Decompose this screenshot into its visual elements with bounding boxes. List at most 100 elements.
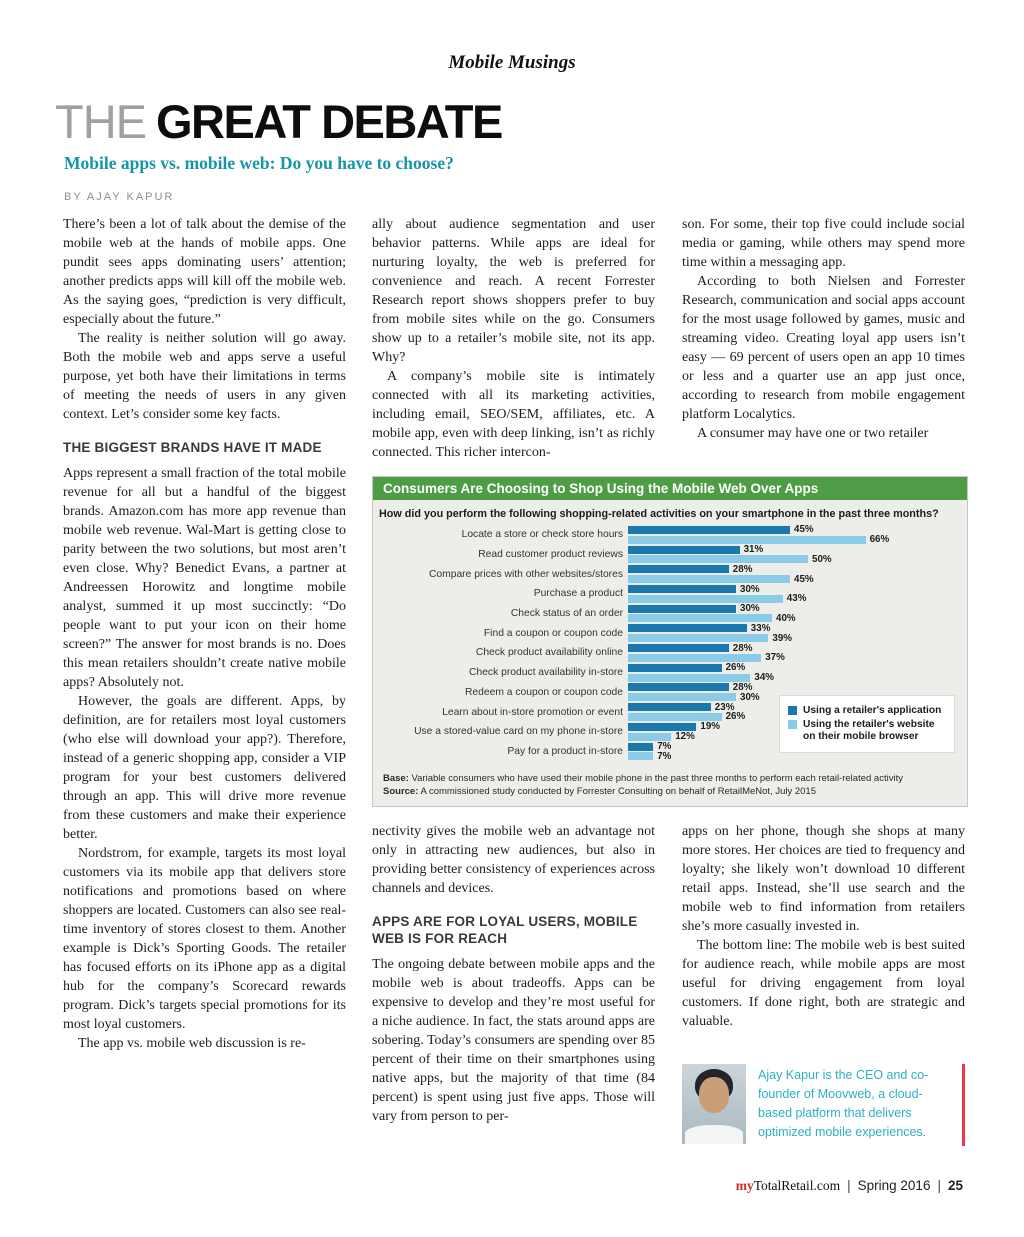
headline: THE GREAT DEBATE <box>55 95 503 148</box>
body-paragraph: The reality is neither solution will go … <box>63 331 346 422</box>
body-paragraph: There’s been a lot of talk about the dem… <box>63 217 346 327</box>
chart-bar-line: 30% <box>628 691 959 703</box>
chart-row: Check product availability in-store 26% 34… <box>379 662 959 683</box>
chart-bar-web <box>628 555 808 564</box>
photo-face <box>699 1077 729 1113</box>
chart-value-label: 30% <box>740 691 760 703</box>
author-bio: Ajay Kapur is the CEO and co-founder of … <box>682 1064 965 1146</box>
chart-value-label: 28% <box>732 563 753 575</box>
chart-category-label: Check product availability online <box>475 647 623 659</box>
headline-great-debate: GREAT DEBATE <box>156 95 503 148</box>
chart-category-label: Pay for a product in-store <box>507 745 623 757</box>
section-heading: THE BIGGEST BRANDS HAVE IT MADE <box>63 440 322 455</box>
chart-value-label: 39% <box>772 632 792 644</box>
chart-category-label: Locate a store or check store hours <box>461 529 623 541</box>
chart-value-label: 12% <box>675 731 695 743</box>
body-paragraph: The ongoing debate between mobile apps a… <box>372 957 655 1124</box>
chart-bar-line: 30% <box>628 603 959 614</box>
column-2-top: ally about audience segmentation and use… <box>372 215 655 465</box>
author-photo <box>682 1064 746 1144</box>
chart-bar-app <box>628 742 654 751</box>
body-paragraph: However, the goals are different. Apps, … <box>63 694 346 842</box>
chart-value-label: 45% <box>794 524 814 536</box>
body-paragraph: apps on her phone, though she shops at m… <box>682 824 965 934</box>
body-paragraph: The app vs. mobile web discussion is re- <box>78 1036 306 1051</box>
body-paragraph: The bottom line: The mobile web is best … <box>682 938 965 1029</box>
footer-brand-my: my <box>735 1178 754 1193</box>
chart-value-label: 7% <box>657 750 672 762</box>
chart-bar-app <box>628 624 747 633</box>
chart-bar-web <box>628 712 722 721</box>
body-paragraph: A consumer may have one or two retailer <box>697 426 929 441</box>
chart-category-label: Use a stored-value card on my phone in-s… <box>414 726 623 738</box>
source-label: Source: <box>383 785 419 797</box>
chart-bar-group: 28% 37% <box>628 643 959 663</box>
chart-value-label: 23% <box>714 701 735 713</box>
chart-row: Purchase a product 30% 43% <box>379 584 959 605</box>
chart-bar-web <box>628 653 762 662</box>
chart-bar-web <box>628 634 769 643</box>
chart-bar-group: 19% 12% <box>628 721 959 743</box>
legend-item: Using a retailer's application <box>788 705 946 717</box>
chart-bar-group: 7% 7% <box>628 741 959 762</box>
chart-bar-web <box>628 594 783 603</box>
chart-bar-line: 12% <box>628 731 959 743</box>
chart-legend: Using a retailer's application Using the … <box>779 695 955 753</box>
chart-category-label: Redeem a coupon or coupon code <box>465 686 623 698</box>
chart-category-label: Learn about in-store promotion or event <box>442 706 623 718</box>
chart-bar-line: 31% <box>628 544 959 556</box>
legend-swatch-web <box>788 720 797 729</box>
chart-bar-line: 34% <box>628 672 959 683</box>
body-paragraph: According to both Nielsen and Forrester … <box>682 274 965 422</box>
chart-bar-web <box>628 693 736 702</box>
chart-value-label: 43% <box>786 593 807 605</box>
chart-category-label: Compare prices with other websites/store… <box>428 568 623 580</box>
chart-bar-line: 28% <box>628 563 959 575</box>
headline-the: THE <box>55 95 147 148</box>
body-paragraph: nectivity gives the mobile web an advant… <box>372 824 655 896</box>
chart-bar-app <box>628 722 697 731</box>
chart-bar-web <box>628 752 654 761</box>
chart-bar-group: 28% 30% <box>628 682 959 703</box>
chart-bar-web <box>628 732 672 741</box>
chart-row: Check product availability online 28% 37% <box>379 643 959 664</box>
chart-bar-line: 30% <box>628 584 959 595</box>
chart-bar-app <box>628 545 740 554</box>
chart-bar-line: 37% <box>628 652 959 664</box>
chart-row: Pay for a product in-store 7% 7% <box>379 741 959 762</box>
chart-value-label: 19% <box>700 721 720 733</box>
chart-bar-app <box>628 565 729 574</box>
chart-value-label: 37% <box>765 652 785 664</box>
chart-row: Find a coupon or coupon code 33% 39% <box>379 623 959 644</box>
body-paragraph: Apps represent a small fraction of the t… <box>63 466 346 690</box>
chart-row: Check status of an order 30% 40% <box>379 603 959 624</box>
chart-title: Consumers Are Choosing to Shop Using the… <box>373 477 967 500</box>
body-paragraph: Nordstrom, for example, targets its most… <box>63 846 346 1032</box>
chart-bar-app <box>628 644 729 653</box>
footer-separator-1: | <box>847 1178 851 1193</box>
legend-item: Using the retailer's website on their mo… <box>788 719 946 743</box>
chart-bar-line: 66% <box>628 534 959 545</box>
chart-row: Locate a store or check store hours 45% 66… <box>379 524 959 545</box>
page-footer: myTotalRetail.com | Spring 2016 | 25 <box>736 1178 963 1194</box>
chart-category-label: Purchase a product <box>533 588 623 600</box>
chart-bar-web <box>628 535 866 544</box>
chart-value-label: 31% <box>743 544 764 556</box>
chart-value-label: 26% <box>725 662 746 674</box>
chart-value-label: 50% <box>812 553 832 565</box>
chart-row: Use a stored-value card on my phone in-s… <box>379 721 959 743</box>
photo-shirt <box>685 1125 743 1144</box>
base-text: Variable consumers who have used their m… <box>408 773 903 784</box>
chart: Consumers Are Choosing to Shop Using the… <box>372 476 968 807</box>
chart-bar-web <box>628 575 790 584</box>
footer-issue: Spring 2016 <box>857 1178 931 1193</box>
chart-bar-line: 39% <box>628 632 959 644</box>
chart-notes: Base: Variable consumers who have used t… <box>383 773 957 798</box>
chart-base-note: Base: Variable consumers who have used t… <box>383 773 957 786</box>
chart-bar-line: 26% <box>628 662 959 674</box>
legend-label: Using a retailer's application <box>803 705 942 716</box>
chart-category-label: Check status of an order <box>510 608 623 620</box>
chart-bar-line: 43% <box>628 593 959 605</box>
chart-bar-app <box>628 683 729 692</box>
